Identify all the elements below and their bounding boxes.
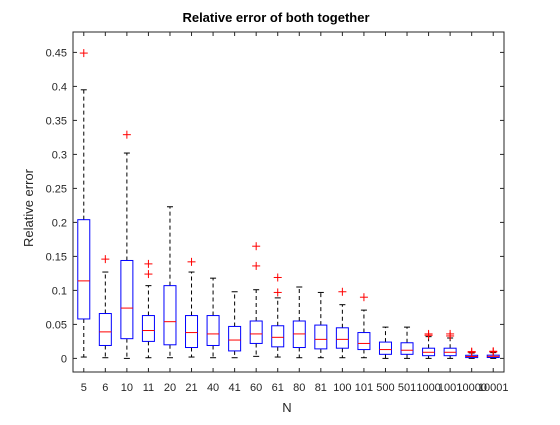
x-tick-label: 60 [250, 382, 262, 394]
y-tick-label: 0.45 [46, 47, 67, 59]
iqr-box [271, 325, 285, 348]
iqr-box [185, 315, 199, 349]
iqr-box [120, 259, 134, 340]
box-group [314, 291, 328, 359]
x-tick-label: 500 [376, 382, 394, 394]
box-group [120, 130, 134, 359]
box-marks [77, 49, 500, 359]
outlier-marker [101, 255, 110, 264]
x-tick-label: 61 [272, 382, 284, 394]
box-group [98, 255, 112, 359]
box-group [443, 329, 457, 359]
outlier-marker [252, 261, 261, 270]
y-tick-label: 0.4 [52, 81, 67, 93]
iqr-box [163, 285, 177, 346]
iqr-box [141, 315, 155, 342]
outlier-marker [467, 347, 476, 356]
x-tick-label: 1001 [438, 382, 462, 394]
x-axis-label: N [282, 400, 291, 415]
box-group [228, 291, 242, 359]
box-group [163, 206, 177, 359]
box-group [206, 277, 220, 359]
y-tick-label: 0.05 [46, 319, 67, 331]
iqr-box [335, 327, 349, 349]
x-tick-label: 501 [398, 382, 416, 394]
x-tick-label: 81 [315, 382, 327, 394]
y-tick-label: 0.3 [52, 149, 67, 161]
y-tick-label: 0.25 [46, 183, 67, 195]
iqr-box [357, 332, 371, 351]
outlier-marker [273, 273, 282, 282]
axes: 0 0.05 0.1 0.15 0.2 0.25 0.3 0.35 0.4 0.45 5 6 10 11 2… [46, 31, 509, 394]
y-tick-label: 0.15 [46, 251, 67, 263]
y-axis-label: Relative error [21, 168, 36, 247]
x-tick-label: 40 [207, 382, 219, 394]
box-group [77, 49, 91, 358]
box-group [465, 347, 479, 359]
y-tick-label: 0.1 [52, 285, 67, 297]
outlier-marker [338, 287, 347, 296]
outlier-marker [252, 242, 261, 251]
y-tick-label: 0.2 [52, 217, 67, 229]
outlier-marker [144, 259, 153, 268]
box-group [271, 273, 285, 358]
x-tick-label: 10 [121, 382, 133, 394]
outlier-marker [359, 293, 368, 302]
x-tick-label: 1000 [416, 382, 440, 394]
box-group [141, 259, 155, 359]
outlier-marker [273, 288, 282, 297]
x-tick-label: 80 [293, 382, 305, 394]
x-tick-label: 10001 [478, 382, 509, 394]
x-tick-label: 101 [355, 382, 373, 394]
plot-area [73, 32, 504, 372]
iqr-box [400, 342, 414, 355]
box-group [292, 286, 306, 359]
box-group [378, 326, 392, 359]
outlier-marker [122, 130, 131, 139]
x-tick-label: 6 [102, 382, 108, 394]
y-tick-label: 0 [61, 353, 67, 365]
box-group [400, 326, 414, 359]
iqr-box [249, 320, 263, 344]
iqr-box [98, 313, 112, 346]
iqr-box [228, 325, 242, 352]
outlier-marker [79, 49, 88, 58]
outlier-marker [424, 329, 433, 338]
outlier-marker [489, 347, 498, 356]
x-tick-label: 100 [333, 382, 351, 394]
box-group [422, 329, 436, 359]
x-tick-label: 5 [81, 382, 87, 394]
x-tick-label: 41 [229, 382, 241, 394]
chart-title: Relative error of both together [182, 10, 369, 25]
box-group [357, 293, 371, 359]
x-tick-label: 11 [143, 382, 154, 394]
outlier-marker [187, 257, 196, 266]
iqr-box [206, 315, 220, 346]
x-tick-label: 21 [185, 382, 197, 394]
iqr-box [378, 341, 392, 355]
iqr-box [77, 219, 91, 320]
axes-frame [72, 31, 505, 373]
iqr-box [314, 324, 328, 350]
outlier-marker [446, 329, 455, 338]
y-tick-label: 0.35 [46, 115, 67, 127]
box-group [185, 257, 199, 358]
box-group [249, 242, 263, 357]
box-group [486, 347, 500, 359]
box-group [335, 287, 349, 359]
x-tick-label: 10000 [456, 382, 487, 394]
outlier-marker [144, 270, 153, 279]
x-tick-label: 20 [164, 382, 176, 394]
